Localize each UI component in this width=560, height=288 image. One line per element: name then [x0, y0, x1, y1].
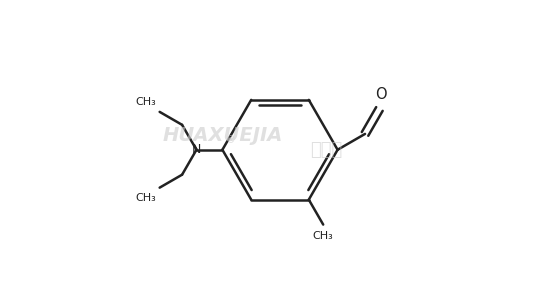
- Text: O: O: [375, 87, 387, 102]
- Text: CH₃: CH₃: [313, 231, 334, 241]
- Text: N: N: [192, 143, 201, 156]
- Text: ®: ®: [225, 135, 235, 145]
- Text: CH₃: CH₃: [136, 193, 156, 203]
- Text: 化学加: 化学加: [310, 141, 342, 159]
- Text: HUAXUEJIA: HUAXUEJIA: [162, 126, 283, 145]
- Text: CH₃: CH₃: [136, 97, 156, 107]
